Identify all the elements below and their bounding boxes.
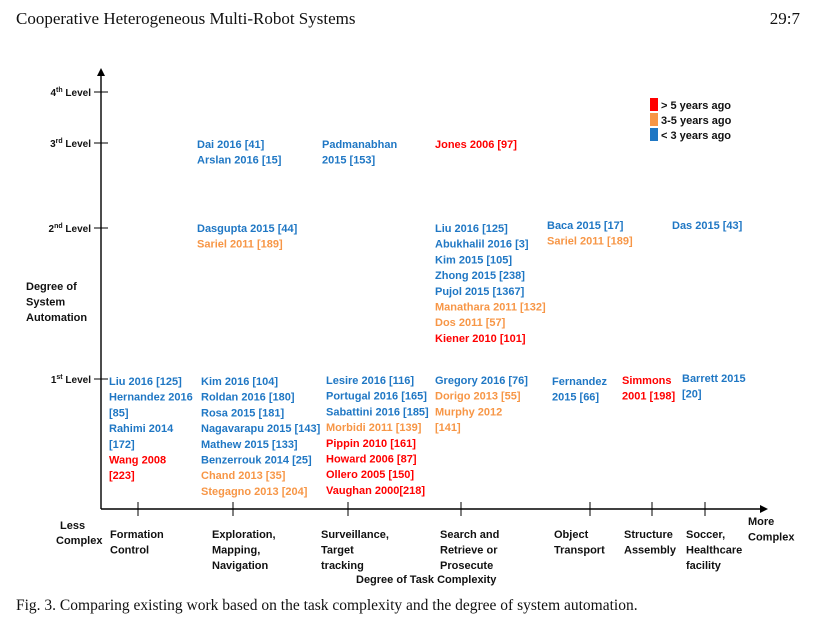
- reference-entry: Sabattini 2016 [185]: [326, 406, 429, 418]
- x-axis-low-label: Less: [60, 520, 85, 532]
- legend-swatch: [650, 113, 658, 126]
- reference-entry: Gregory 2016 [76]: [435, 375, 528, 387]
- y-tick-label: 1st Level: [51, 374, 91, 386]
- x-category-label: Structure: [624, 529, 673, 541]
- reference-entry: Padmanabhan: [322, 139, 397, 151]
- reference-entry: Sariel 2011 [189]: [197, 239, 283, 251]
- reference-entry: Kim 2016 [104]: [201, 376, 278, 388]
- reference-entry: Simmons: [622, 375, 672, 387]
- reference-entry: Rahimi 2014: [109, 423, 174, 435]
- reference-entry: Das 2015 [43]: [672, 220, 743, 232]
- reference-entry: 2001 [198]: [622, 391, 676, 403]
- x-category-label: Object: [554, 529, 589, 541]
- x-category-label: tracking: [321, 560, 364, 572]
- reference-entry: Morbidi 2011 [139]: [326, 422, 422, 434]
- reference-entry: Arslan 2016 [15]: [197, 155, 282, 167]
- x-category-label: Prosecute: [440, 560, 493, 572]
- x-category-label: Mapping,: [212, 545, 260, 557]
- reference-entry: [172]: [109, 439, 135, 451]
- reference-entry: Liu 2016 [125]: [435, 223, 508, 235]
- reference-entry: 2015 [66]: [552, 392, 599, 404]
- legend-label: < 3 years ago: [661, 130, 731, 142]
- reference-entry: [223]: [109, 470, 135, 482]
- reference-entry: Dai 2016 [41]: [197, 139, 265, 151]
- x-category-label: Search and: [440, 529, 499, 541]
- reference-entry: Kim 2015 [105]: [435, 254, 512, 266]
- y-axis-arrow: [97, 68, 105, 76]
- reference-entry: Sariel 2011 [189]: [547, 236, 633, 248]
- x-category-label: facility: [686, 560, 722, 572]
- legend-swatch: [650, 98, 658, 111]
- reference-entry: Pujol 2015 [1367]: [435, 286, 525, 298]
- legend-swatch: [650, 128, 658, 141]
- reference-entry: Barrett 2015: [682, 373, 746, 385]
- reference-entry: Wang 2008: [109, 455, 166, 467]
- reference-entry: Dorigo 2013 [55]: [435, 391, 521, 403]
- reference-entry: Murphy 2012: [435, 406, 502, 418]
- reference-entry: Liu 2016 [125]: [109, 376, 182, 388]
- x-category-label: Control: [110, 545, 149, 557]
- reference-entry: Stegagno 2013 [204]: [201, 486, 308, 498]
- reference-entry: [141]: [435, 422, 461, 434]
- x-axis-low-label: Complex: [56, 535, 103, 547]
- reference-entry: Howard 2006 [87]: [326, 454, 417, 466]
- x-category-label: Retrieve or: [440, 545, 498, 557]
- reference-entry: Baca 2015 [17]: [547, 220, 624, 232]
- legend-label: > 5 years ago: [661, 100, 731, 112]
- x-axis-high-label: Complex: [748, 532, 795, 544]
- x-category-label: Target: [321, 545, 354, 557]
- reference-entry: [85]: [109, 407, 129, 419]
- figure-caption: Fig. 3. Comparing existing work based on…: [16, 597, 638, 614]
- reference-entry: Benzerrouk 2014 [25]: [201, 455, 312, 467]
- x-category-label: Formation: [110, 529, 164, 541]
- reference-entry: Vaughan 2000[218]: [326, 485, 425, 497]
- reference-entry: Zhong 2015 [238]: [435, 270, 525, 282]
- reference-entry: Dasgupta 2015 [44]: [197, 223, 298, 235]
- reference-entry: Nagavarapu 2015 [143]: [201, 423, 321, 435]
- y-tick-label: 2nd Level: [49, 223, 92, 235]
- reference-entry: Chand 2013 [35]: [201, 470, 286, 482]
- reference-entry: Portugal 2016 [165]: [326, 391, 427, 403]
- y-tick-label: 4th Level: [50, 87, 91, 99]
- x-axis-arrow: [760, 505, 768, 513]
- reference-entry: Abukhalil 2016 [3]: [435, 239, 529, 251]
- x-category-label: Assembly: [624, 545, 677, 557]
- reference-entry: Manathara 2011 [132]: [435, 302, 546, 314]
- x-category-label: Soccer,: [686, 529, 725, 541]
- y-axis-title: Automation: [26, 312, 87, 324]
- reference-entry: Lesire 2016 [116]: [326, 375, 414, 387]
- y-tick-label: 3rd Level: [50, 138, 91, 150]
- x-category-label: Exploration,: [212, 529, 276, 541]
- reference-entry: Kiener 2010 [101]: [435, 333, 526, 345]
- legend-label: 3-5 years ago: [661, 115, 732, 127]
- running-title: Cooperative Heterogeneous Multi-Robot Sy…: [16, 9, 356, 28]
- page-number: 29:7: [769, 9, 800, 28]
- reference-entry: Ollero 2005 [150]: [326, 469, 414, 481]
- reference-entry: Mathew 2015 [133]: [201, 439, 298, 451]
- reference-entry: [20]: [682, 389, 702, 401]
- x-category-label: Surveillance,: [321, 529, 389, 541]
- reference-entry: Hernandez 2016: [109, 392, 193, 404]
- reference-entry: Jones 2006 [97]: [435, 139, 517, 151]
- x-category-label: Healthcare: [686, 545, 742, 557]
- figure-3-chart: 1st Level 2nd Level 3rd Level 4th Level Degr…: [26, 68, 795, 586]
- x-axis-high-label: More: [748, 516, 774, 528]
- reference-entry: Roldan 2016 [180]: [201, 392, 295, 404]
- reference-entry: Rosa 2015 [181]: [201, 407, 284, 419]
- reference-entry: 2015 [153]: [322, 155, 376, 167]
- x-category-label: Transport: [554, 545, 605, 557]
- x-category-label: Navigation: [212, 560, 269, 572]
- reference-entry: Fernandez: [552, 376, 608, 388]
- reference-entry: Pippin 2010 [161]: [326, 438, 416, 450]
- y-axis-title: System: [26, 297, 65, 309]
- y-axis-title: Degree of: [26, 281, 77, 293]
- x-axis-title: Degree of Task Complexity: [356, 574, 497, 586]
- reference-entry: Dos 2011 [57]: [435, 317, 506, 329]
